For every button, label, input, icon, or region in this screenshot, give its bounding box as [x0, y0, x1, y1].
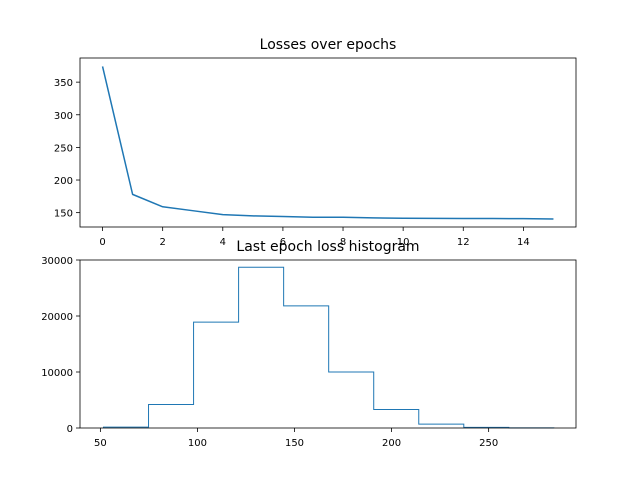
- chart-1-x-tick-label-2: 150: [285, 438, 304, 449]
- chart-1-axes-frame: [79, 259, 577, 429]
- histogram-bin-1: [149, 404, 194, 428]
- histogram-bin-7: [419, 424, 464, 428]
- chart-0-x-tick-label-1: 2: [159, 237, 165, 248]
- chart-0-x-tick-label-3: 6: [280, 237, 286, 248]
- chart-1-y-tick-label-2: 20000: [41, 312, 73, 323]
- chart-0-axes-frame: [79, 57, 577, 228]
- loss-series-line-0: [101, 66, 554, 220]
- histogram-bin-4: [284, 306, 329, 428]
- chart-1-y-tick-label-0: 0: [67, 424, 73, 435]
- chart-0-y-tick-label-0: 150: [54, 209, 73, 220]
- chart-0-x-tick-label-6: 12: [457, 237, 470, 248]
- loss-histogram-chart: Last epoch loss histogram 50 100 150 200 250…: [41, 239, 577, 449]
- chart-1-y-tick-label-1: 10000: [41, 368, 73, 379]
- histogram-bin-3: [239, 267, 284, 428]
- chart-0-x-tick-label-5: 10: [397, 237, 410, 248]
- chart-0-y-tick-label-2: 250: [54, 143, 73, 154]
- chart-0-x-tick-label-0: 0: [99, 237, 105, 248]
- chart-1-y-tick-label-3: 30000: [41, 256, 73, 267]
- histogram-bin-5: [329, 372, 374, 428]
- chart-0-x-tick-label-7: 14: [517, 237, 530, 248]
- chart-1-x-tick-label-3: 200: [382, 438, 401, 449]
- histogram-bin-6: [374, 410, 419, 428]
- chart-0-x-tick-label-2: 4: [220, 237, 226, 248]
- histogram-step-outline: [102, 266, 555, 429]
- chart-0-x-tick-label-4: 8: [340, 237, 346, 248]
- loss-line-chart: Losses over epochs 0 2 4 6 8 10 12 14 150 200 250 3…: [54, 37, 577, 248]
- histogram-bin-2: [194, 322, 239, 428]
- chart-1-x-tick-label-4: 250: [479, 438, 498, 449]
- chart-title-losses: Losses over epochs: [260, 37, 397, 53]
- chart-1-x-tick-label-1: 100: [188, 438, 207, 449]
- chart-0-y-tick-label-3: 300: [54, 111, 73, 122]
- chart-0-y-tick-label-1: 200: [54, 176, 73, 187]
- chart-1-x-tick-label-0: 50: [94, 438, 107, 449]
- chart-title-histogram: Last epoch loss histogram: [236, 239, 419, 255]
- chart-0-y-tick-label-4: 350: [54, 78, 73, 89]
